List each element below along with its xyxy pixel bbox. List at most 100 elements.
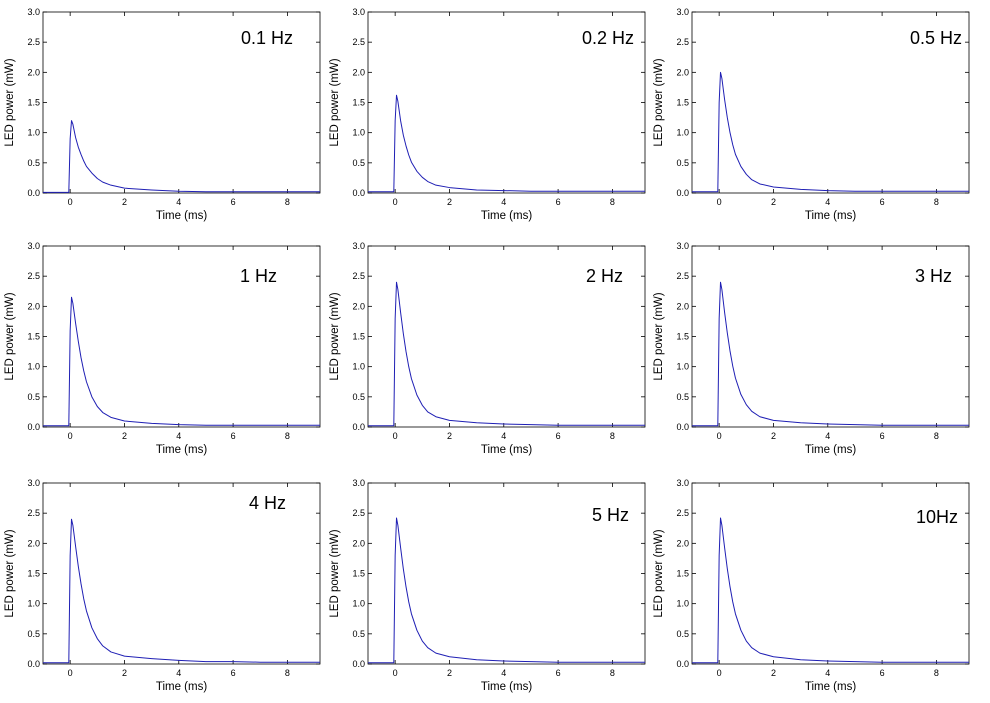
- y-tick-label: 2.0: [27, 538, 40, 548]
- x-tick-label: 0: [393, 197, 398, 207]
- x-tick-label: 4: [501, 431, 506, 441]
- led-power-trace: [43, 120, 320, 193]
- y-tick-label: 1.0: [352, 599, 365, 609]
- x-tick-label: 2: [771, 668, 776, 678]
- frequency-label: 0.1 Hz: [241, 28, 293, 48]
- frequency-label: 1 Hz: [240, 266, 277, 286]
- x-tick-label: 0: [393, 668, 398, 678]
- y-tick-label: 0.0: [27, 422, 40, 432]
- x-tick-label: 4: [825, 668, 830, 678]
- y-tick-label: 3.0: [352, 478, 365, 488]
- y-tick-label: 0.0: [676, 188, 689, 198]
- chart-panel-5: 0.0 0.5 1.0 1.5 2.0 2.5 3.0 0 2 4 6 8 Time (ms) LED p…: [329, 241, 646, 456]
- y-tick-label: 2.5: [27, 508, 40, 518]
- y-tick-label: 2.5: [27, 37, 40, 47]
- y-tick-label: 1.0: [676, 128, 689, 138]
- y-tick-label: 3.0: [27, 7, 40, 17]
- x-tick-label: 2: [447, 197, 452, 207]
- x-tick-label: 8: [610, 197, 615, 207]
- frequency-label: 0.5 Hz: [910, 28, 962, 48]
- y-tick-label: 1.0: [352, 128, 365, 138]
- x-axis-title: Time (ms): [805, 444, 856, 456]
- x-tick-label: 8: [934, 668, 939, 678]
- y-tick-label: 0.5: [27, 392, 40, 402]
- x-tick-label: 6: [556, 197, 561, 207]
- y-tick-label: 2.5: [676, 508, 689, 518]
- y-tick-label: 2.0: [676, 301, 689, 311]
- y-tick-label: 2.0: [352, 301, 365, 311]
- x-tick-label: 0: [68, 197, 73, 207]
- x-tick-label: 6: [231, 668, 236, 678]
- y-tick-label: 3.0: [676, 478, 689, 488]
- x-tick-label: 4: [825, 431, 830, 441]
- y-tick-label: 2.5: [352, 271, 365, 281]
- frequency-label: 10Hz: [916, 507, 958, 527]
- y-tick-label: 1.0: [27, 362, 40, 372]
- y-tick-label: 0.5: [352, 392, 365, 402]
- chart-panel-4: 0.0 0.5 1.0 1.5 2.0 2.5 3.0 0 2 4 6 8 Time (ms) LED p…: [4, 241, 321, 456]
- y-tick-label: 0.0: [676, 659, 689, 669]
- y-tick-label: 2.0: [676, 67, 689, 77]
- x-tick-label: 8: [610, 668, 615, 678]
- chart-panel-9: 0.0 0.5 1.0 1.5 2.0 2.5 3.0 0 2 4 6 8 Time (ms) LED p…: [653, 478, 970, 693]
- y-tick-label: 0.0: [352, 422, 365, 432]
- x-tick-label: 4: [176, 197, 181, 207]
- x-tick-label: 6: [556, 431, 561, 441]
- frequency-label: 5 Hz: [592, 505, 629, 525]
- led-power-trace: [43, 518, 320, 664]
- x-tick-label: 6: [880, 431, 885, 441]
- frequency-label: 3 Hz: [915, 266, 952, 286]
- chart-panel-7: 0.0 0.5 1.0 1.5 2.0 2.5 3.0 0 2 4 6 8 Time (ms) LED p…: [4, 478, 321, 693]
- frequency-label: 2 Hz: [586, 266, 623, 286]
- led-power-trace: [692, 517, 969, 664]
- x-tick-label: 6: [231, 431, 236, 441]
- x-axis-title: Time (ms): [805, 210, 856, 222]
- led-power-trace: [368, 94, 645, 193]
- y-tick-label: 2.0: [352, 538, 365, 548]
- chart-panel-1: 0.0 0.5 1.0 1.5 2.0 2.5 3.0 0 2 4 6 8 Time (ms) LED p…: [4, 7, 321, 222]
- x-tick-label: 2: [771, 197, 776, 207]
- y-axis-title: LED power (mW): [329, 529, 341, 617]
- x-axis-title: Time (ms): [481, 444, 532, 456]
- y-tick-label: 2.5: [27, 271, 40, 281]
- y-axis-title: LED power (mW): [4, 58, 16, 146]
- y-tick-label: 2.0: [27, 301, 40, 311]
- x-axis-title: Time (ms): [156, 210, 207, 222]
- y-tick-label: 3.0: [676, 7, 689, 17]
- y-tick-label: 1.5: [676, 98, 689, 108]
- x-tick-label: 6: [880, 197, 885, 207]
- x-tick-label: 8: [285, 668, 290, 678]
- x-axis-title: Time (ms): [156, 681, 207, 693]
- y-tick-label: 0.0: [27, 659, 40, 669]
- y-axis-title: LED power (mW): [4, 529, 16, 617]
- y-tick-label: 2.5: [676, 271, 689, 281]
- led-power-trace: [368, 281, 645, 427]
- y-tick-label: 3.0: [352, 7, 365, 17]
- x-tick-label: 8: [934, 197, 939, 207]
- y-tick-label: 2.0: [27, 67, 40, 77]
- y-tick-label: 0.5: [352, 158, 365, 168]
- y-tick-label: 1.0: [27, 599, 40, 609]
- y-tick-label: 2.0: [352, 67, 365, 77]
- x-tick-label: 0: [717, 197, 722, 207]
- x-tick-label: 8: [285, 197, 290, 207]
- x-tick-label: 0: [68, 431, 73, 441]
- x-tick-label: 2: [122, 431, 127, 441]
- y-tick-label: 1.5: [352, 332, 365, 342]
- y-tick-label: 0.0: [352, 659, 365, 669]
- y-tick-label: 0.0: [352, 188, 365, 198]
- y-tick-label: 2.5: [676, 37, 689, 47]
- led-power-trace: [43, 296, 320, 427]
- y-tick-label: 2.5: [352, 37, 365, 47]
- x-tick-label: 8: [610, 431, 615, 441]
- x-tick-label: 2: [122, 668, 127, 678]
- x-tick-label: 8: [934, 431, 939, 441]
- y-tick-label: 1.0: [676, 599, 689, 609]
- led-power-trace: [692, 71, 969, 193]
- x-axis-title: Time (ms): [156, 444, 207, 456]
- y-axis-title: LED power (mW): [653, 58, 665, 146]
- y-tick-label: 3.0: [676, 241, 689, 251]
- y-tick-label: 1.5: [27, 569, 40, 579]
- x-tick-label: 0: [393, 431, 398, 441]
